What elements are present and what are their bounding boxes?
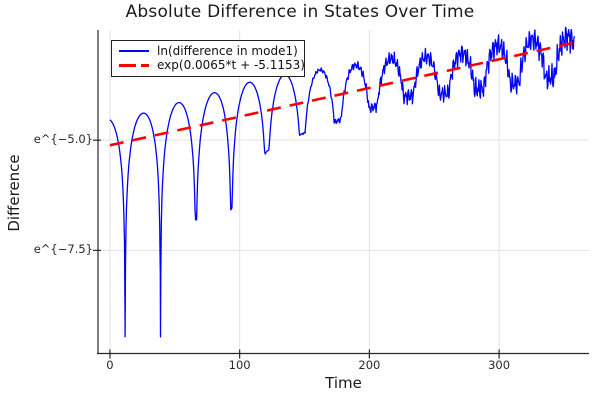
series-line-difference bbox=[109, 26, 575, 338]
x-tick-label: 200 bbox=[358, 358, 381, 372]
chart-title: Absolute Difference in States Over Time bbox=[125, 2, 475, 22]
legend-label-fit: exp(0.0065*t + -5.1153) bbox=[157, 58, 305, 72]
legend: ln(difference in mode1) exp(0.0065*t + -… bbox=[111, 40, 305, 77]
fit-line-exponential bbox=[109, 40, 578, 147]
legend-line-sample-solid bbox=[119, 50, 152, 52]
y-tick-label: e^{−7.5} bbox=[33, 242, 93, 257]
legend-line-sample-dashed bbox=[119, 63, 152, 67]
legend-label-series: ln(difference in mode1) bbox=[157, 44, 298, 58]
x-tick-label: 0 bbox=[106, 358, 114, 372]
legend-row-series: ln(difference in mode1) bbox=[119, 44, 299, 58]
x-tick-label: 300 bbox=[488, 358, 511, 372]
red-dash-swatch bbox=[119, 63, 136, 67]
x-axis-label: Time bbox=[325, 374, 362, 392]
blue-line-swatch bbox=[119, 50, 149, 52]
legend-row-fit: exp(0.0065*t + -5.1153) bbox=[119, 58, 305, 72]
red-dash-swatch bbox=[141, 63, 149, 67]
x-tick-label: 100 bbox=[228, 358, 251, 372]
y-tick-label: e^{−5.0} bbox=[33, 132, 93, 147]
